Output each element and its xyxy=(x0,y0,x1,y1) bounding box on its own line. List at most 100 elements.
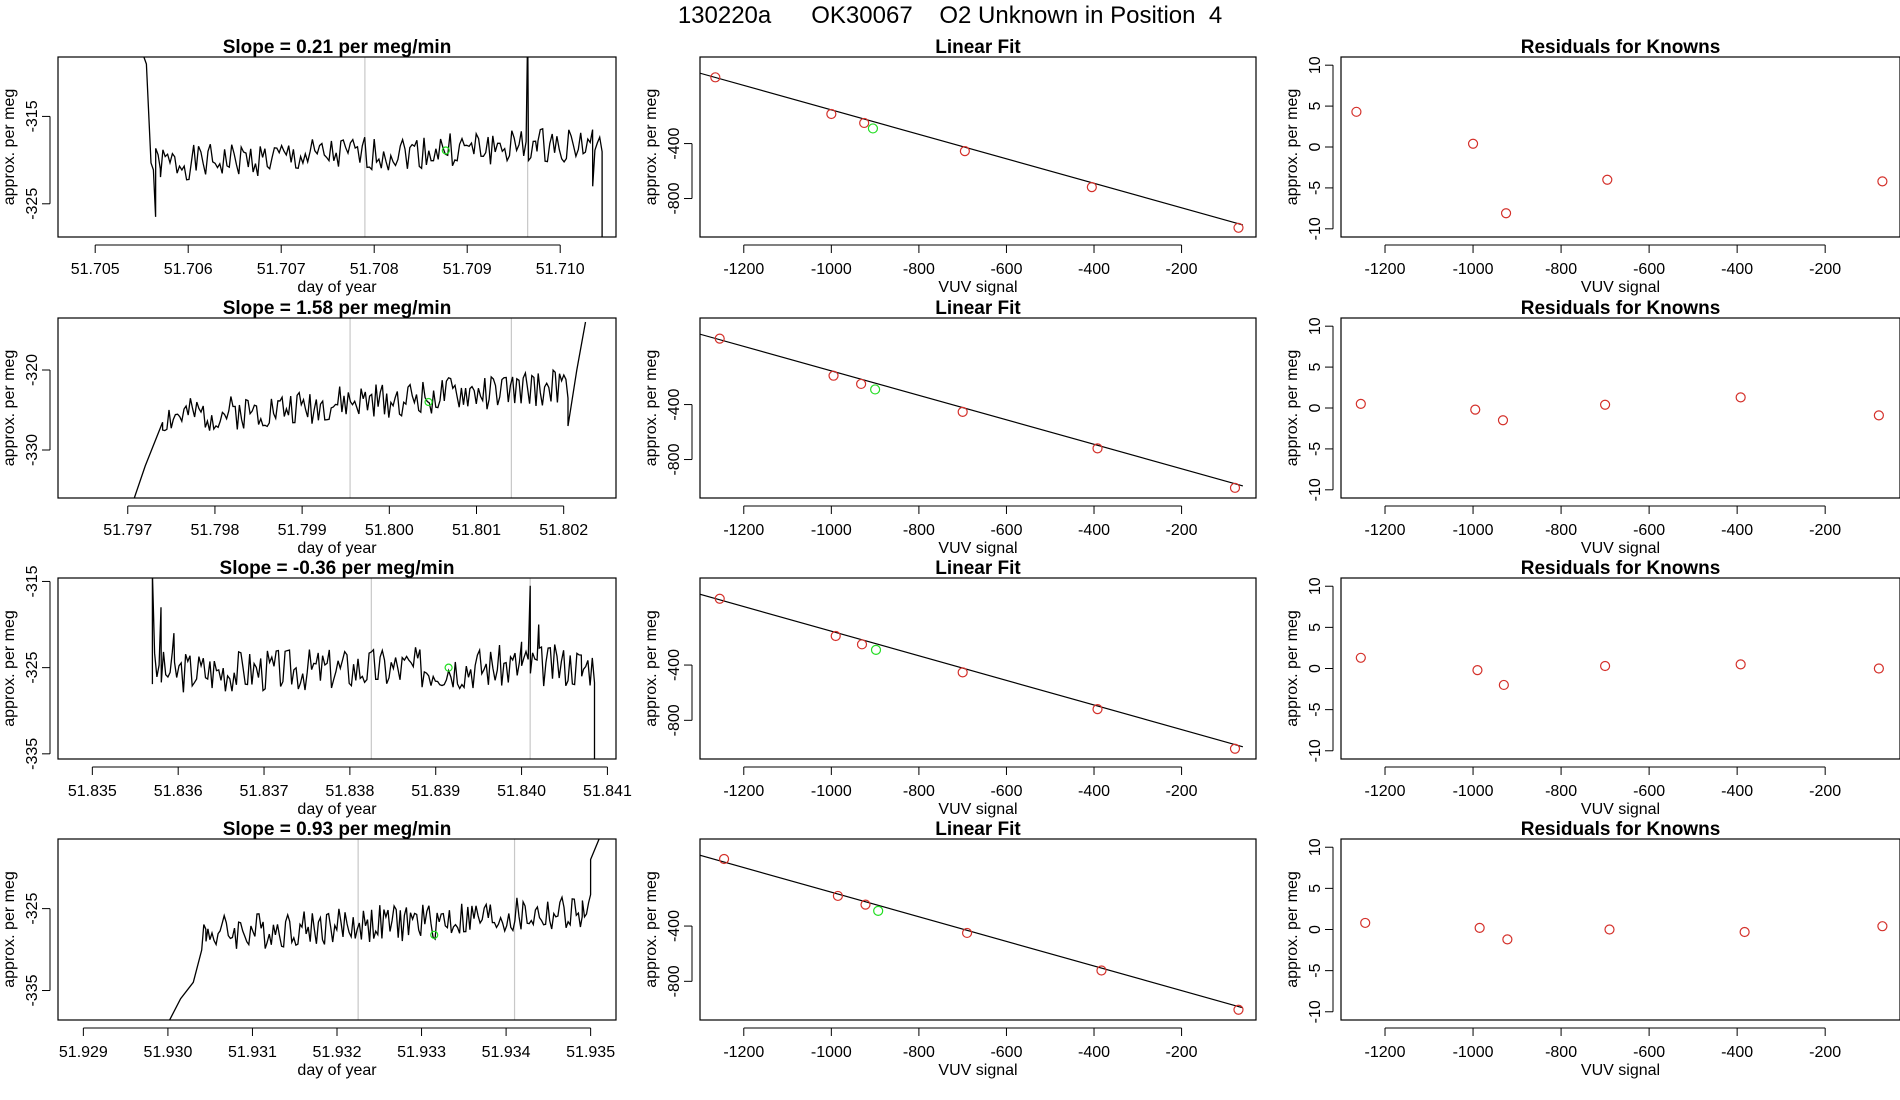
x-tick-label: -600 xyxy=(1633,1044,1665,1061)
fit-line xyxy=(700,72,1244,226)
y-tick-label: 0 xyxy=(1307,925,1324,934)
data-point xyxy=(859,117,870,129)
plot-frame xyxy=(1340,56,1900,238)
plot-area xyxy=(133,318,587,498)
panel-r2-c3: Residuals for Knowns -1200 -1000 -800 -600 -4… xyxy=(1284,298,1900,557)
plot-area xyxy=(1355,652,1884,691)
plot-frame xyxy=(699,56,1257,238)
data-point xyxy=(1873,663,1884,674)
x-axis-label: VUV signal xyxy=(1581,540,1660,557)
x-tick-label: 51.799 xyxy=(278,522,327,539)
x-axis-label: VUV signal xyxy=(938,540,1017,557)
data-point xyxy=(1355,398,1366,410)
data-point xyxy=(1470,404,1481,415)
y-tick-label: -10 xyxy=(1307,217,1324,240)
panel-title: Slope = 1.58 per meg/min xyxy=(223,298,452,319)
x-tick-label: -200 xyxy=(1809,783,1841,800)
data-point xyxy=(828,370,839,381)
y-tick-label: -10 xyxy=(1307,739,1324,762)
panel-r3-c3: Residuals for Knowns -1200 -1000 -800 -600 -4… xyxy=(1284,558,1900,818)
y-tick-label: -400 xyxy=(666,127,683,159)
data-point xyxy=(1467,138,1479,149)
plot-area xyxy=(151,578,596,759)
panel-r1-c2: Linear Fit -1200 -1000 -800 -600 -400 -200 VUV … xyxy=(643,37,1257,296)
x-tick-label: 51.841 xyxy=(583,783,632,800)
y-tick-label: 10 xyxy=(1307,577,1324,595)
plot-area xyxy=(700,853,1244,1015)
x-tick-label: -800 xyxy=(903,261,935,278)
x-tick-label: -1200 xyxy=(1365,783,1406,800)
x-tick-label: -200 xyxy=(1166,261,1198,278)
series-line xyxy=(143,57,603,237)
y-tick-label: -315 xyxy=(24,100,41,132)
unknown-point xyxy=(867,123,879,134)
y-axis-label: approx. per meg xyxy=(643,350,660,467)
data-point xyxy=(1502,934,1513,945)
y-tick-label: -335 xyxy=(24,974,41,1006)
panel-title: Slope = -0.36 per meg/min xyxy=(220,558,455,579)
panel-title: Residuals for Knowns xyxy=(1521,819,1721,840)
x-axis-label: VUV signal xyxy=(938,801,1017,818)
data-point xyxy=(1233,1004,1244,1015)
y-axis-label: approx. per meg xyxy=(1,350,18,467)
x-tick-label: -400 xyxy=(1078,261,1110,278)
x-tick-label: -1000 xyxy=(811,522,852,539)
x-tick-label: -400 xyxy=(1078,1044,1110,1061)
plot-area xyxy=(700,72,1244,233)
data-point xyxy=(826,108,837,120)
panel-r3-c2: Linear Fit -1200 -1000 -800 -600 -400 -200 VUV … xyxy=(643,558,1257,818)
x-tick-label: 51.801 xyxy=(452,522,501,539)
data-point xyxy=(1873,410,1884,421)
y-tick-label: -10 xyxy=(1307,1000,1324,1023)
x-tick-label: 51.839 xyxy=(411,783,460,800)
y-tick-label: -800 xyxy=(666,965,683,997)
x-tick-label: 51.934 xyxy=(482,1044,531,1061)
x-tick-label: 51.836 xyxy=(154,783,203,800)
y-tick-label: 0 xyxy=(1307,664,1324,673)
unknown-point xyxy=(870,384,881,395)
plot-frame xyxy=(57,56,617,238)
unknown-marker xyxy=(430,930,439,939)
plot-area xyxy=(168,839,600,1020)
y-tick-label: -800 xyxy=(666,704,683,736)
x-tick-label: -600 xyxy=(990,261,1022,278)
panel-title: Linear Fit xyxy=(935,37,1021,58)
x-tick-label: 51.707 xyxy=(257,261,306,278)
y-tick-label: 5 xyxy=(1307,623,1324,632)
series-line xyxy=(133,321,587,498)
x-tick-label: -800 xyxy=(1545,261,1577,278)
x-tick-label: -600 xyxy=(1633,522,1665,539)
y-axis-label: approx. per meg xyxy=(643,89,660,206)
data-point xyxy=(961,927,973,939)
y-tick-label: 5 xyxy=(1307,363,1324,372)
data-point xyxy=(1497,415,1509,426)
plot-frame xyxy=(57,838,617,1021)
x-tick-label: -800 xyxy=(903,783,935,800)
y-tick-label: 10 xyxy=(1307,317,1324,335)
x-axis-label: day of year xyxy=(297,279,377,296)
data-point xyxy=(1604,924,1615,935)
data-point xyxy=(1500,208,1512,219)
x-tick-label: -600 xyxy=(990,783,1022,800)
x-tick-label: -200 xyxy=(1809,1044,1841,1061)
data-point xyxy=(1229,482,1241,493)
x-tick-label: -800 xyxy=(903,1044,935,1061)
y-axis-label: approx. per meg xyxy=(1,89,18,206)
x-tick-label: -1200 xyxy=(723,261,764,278)
x-tick-label: 51.835 xyxy=(68,783,117,800)
x-tick-label: 51.929 xyxy=(59,1044,108,1061)
data-point xyxy=(957,667,968,678)
data-point xyxy=(1735,392,1746,403)
data-point xyxy=(959,146,970,157)
data-point xyxy=(1735,659,1746,670)
x-tick-label: -400 xyxy=(1078,522,1110,539)
x-axis-label: day of year xyxy=(297,801,377,818)
y-axis-label: approx. per meg xyxy=(1284,871,1301,988)
plot-area xyxy=(1351,106,1888,219)
x-tick-label: 51.837 xyxy=(240,783,289,800)
data-point xyxy=(1602,174,1613,185)
fit-line xyxy=(700,854,1244,1009)
x-tick-label: 51.797 xyxy=(103,522,152,539)
x-tick-label: 51.931 xyxy=(228,1044,277,1061)
panel-title: Residuals for Knowns xyxy=(1521,298,1721,319)
